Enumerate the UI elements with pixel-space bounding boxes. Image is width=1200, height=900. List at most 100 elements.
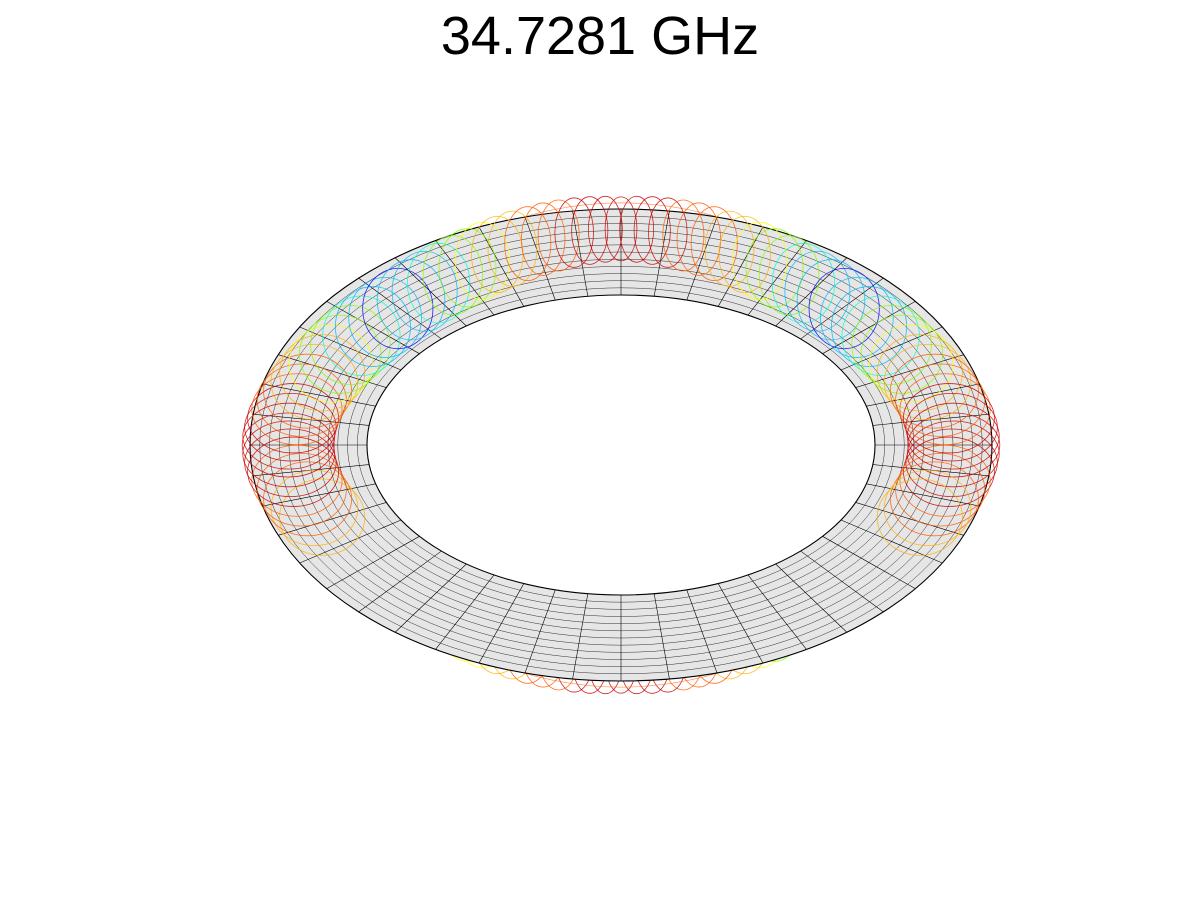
torus-radial-line xyxy=(866,383,980,407)
deformed-cross-section xyxy=(841,295,920,376)
deformed-cross-section xyxy=(376,259,446,341)
torus-radial-line xyxy=(572,210,589,297)
torus-radial-line xyxy=(840,326,943,371)
deformed-cross-section xyxy=(869,324,954,403)
deformed-cross-section xyxy=(348,276,422,358)
deformed-cross-section xyxy=(279,478,366,556)
deformed-cross-section xyxy=(454,221,510,300)
torus-radial-line xyxy=(747,240,807,316)
torus-radial-line xyxy=(358,550,442,613)
torus-radial-line xyxy=(747,574,807,650)
deformed-cross-section xyxy=(334,286,411,367)
deformed-cross-section xyxy=(422,235,484,316)
deformed-cross-section xyxy=(820,276,894,358)
torus-radial-line xyxy=(717,583,764,664)
torus-radial-line xyxy=(855,502,964,536)
deformed-cross-section xyxy=(604,196,638,262)
deformed-cross-section xyxy=(690,206,738,281)
deformed-cross-section xyxy=(537,199,580,272)
deformed-cross-section xyxy=(633,196,671,265)
torus-radial-line xyxy=(800,550,884,613)
torus-radial-line xyxy=(262,483,376,507)
torus-radial-line xyxy=(299,519,402,564)
torus-surface-mesh xyxy=(249,208,993,682)
deformed-cross-section xyxy=(889,461,979,537)
torus-radial-line xyxy=(653,593,670,680)
deformed-cross-section xyxy=(619,195,655,263)
deformed-cross-section xyxy=(895,453,986,527)
torus-radial-line xyxy=(686,216,718,301)
deformed-cross-section xyxy=(732,221,788,300)
deformed-cross-section xyxy=(902,436,995,507)
deformed-cross-section xyxy=(263,461,353,537)
deformed-cross-section xyxy=(906,402,1000,470)
deformed-cross-section xyxy=(288,324,373,403)
deformed-cross-section xyxy=(648,197,688,268)
torus-radial-line xyxy=(686,589,718,674)
torus-radial-line xyxy=(278,502,387,536)
deformed-cross-section xyxy=(907,412,1001,478)
deformed-cross-section xyxy=(247,436,340,507)
deformed-cross-section xyxy=(270,469,359,546)
deformed-cross-section xyxy=(279,334,366,412)
torus-radial-line xyxy=(866,483,980,507)
deformed-cross-section xyxy=(889,353,979,429)
torus-radial-line xyxy=(524,216,556,301)
torus-radial-line xyxy=(262,383,376,407)
torus-radial-line xyxy=(435,240,495,316)
torus-radial-line xyxy=(435,574,495,650)
deformed-cross-section xyxy=(487,210,538,287)
deformed-cross-section xyxy=(247,383,340,454)
deformed-cross-section xyxy=(851,305,932,385)
deformed-cross-section xyxy=(902,383,995,454)
deformed-cross-section xyxy=(270,344,359,421)
torus-radial-line xyxy=(653,210,670,297)
torus-radial-line xyxy=(840,519,943,564)
deformed-cross-section xyxy=(899,444,991,517)
deformed-cross-section xyxy=(662,199,705,272)
deformed-cross-section xyxy=(322,295,401,376)
deformed-cross-section xyxy=(504,206,552,281)
deformed-cross-section xyxy=(796,259,866,341)
deformed-mode-mesh-front xyxy=(241,195,1001,556)
deformed-cross-section xyxy=(895,363,986,437)
deformed-cross-section xyxy=(876,478,963,556)
deformed-cross-section xyxy=(571,196,609,265)
torus-radial-line xyxy=(775,563,848,633)
deformed-cross-section xyxy=(391,250,458,332)
torus-radial-line xyxy=(822,301,916,354)
deformed-cross-section xyxy=(298,314,382,394)
deformed-cross-section xyxy=(860,314,944,394)
torus-radial-line xyxy=(717,226,764,307)
deformed-cross-section xyxy=(883,469,972,546)
torus-radial-line xyxy=(326,301,420,354)
torus-radial-line xyxy=(855,354,964,388)
torus-radial-line xyxy=(326,536,420,589)
torus-radial-line xyxy=(524,589,556,674)
torus-radial-line xyxy=(278,354,387,388)
deformed-cross-section xyxy=(256,363,347,437)
torus-radial-line xyxy=(822,536,916,589)
deformed-cross-section xyxy=(263,353,353,429)
deformed-cross-section xyxy=(251,373,343,446)
deformed-cross-section xyxy=(256,453,347,527)
deformed-cross-section xyxy=(758,235,820,316)
deformed-cross-section xyxy=(242,420,336,488)
deformed-cross-section xyxy=(883,344,972,421)
torus-radial-line xyxy=(299,326,402,371)
figure-title: 34.7281 GHz xyxy=(440,6,760,66)
deformed-cross-section xyxy=(876,334,963,412)
deformed-cross-section xyxy=(745,228,804,308)
torus-radial-lines xyxy=(250,209,992,681)
torus-radial-line xyxy=(478,226,525,307)
deformed-cross-section xyxy=(554,197,594,268)
deformed-cross-section xyxy=(831,286,908,367)
deformed-cross-section xyxy=(520,202,566,276)
deformed-cross-section xyxy=(784,250,851,332)
torus-radial-line xyxy=(800,277,884,340)
deformed-cross-section xyxy=(587,195,623,263)
deformed-cross-section xyxy=(241,412,335,478)
torus-radial-line xyxy=(394,563,467,633)
deformed-cross-section xyxy=(704,210,755,287)
